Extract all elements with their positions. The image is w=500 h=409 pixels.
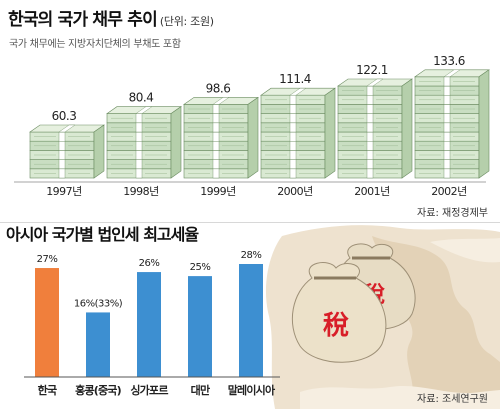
tax-char-front: 稅 [323,311,349,341]
debt-chart-subtitle: 국가 채무에는 지방자치단체의 부채도 포함 [9,39,181,50]
tax-country-label: 대만 [191,383,210,397]
tax-value-label: 26% [139,258,160,269]
debt-year-label: 2002년 [431,185,467,198]
debt-stack-3 [260,87,336,179]
debt-chart-unit: (단위: 조원) [159,15,214,28]
debt-value-label: 111.4 [279,72,311,86]
map-sea-south [300,385,500,409]
debt-year-label: 2001년 [354,185,390,198]
debt-year-label: 1999년 [200,185,236,198]
debt-value-label: 133.6 [433,54,465,68]
debt-stack-5 [414,69,490,179]
tax-country-label: 한국 [38,383,57,397]
section-divider [0,222,500,223]
tax-bar-1 [86,312,110,377]
tax-chart-source: 자료: 조세연구원 [417,394,488,405]
tax-value-label: 25% [190,262,211,273]
tax-chart-title: 아시아 국가별 법인세 최고세율 [6,225,199,244]
debt-stack-2 [183,96,259,179]
debt-stack-1 [106,106,182,179]
debt-year-label: 2000년 [277,185,313,198]
tax-bar-0 [35,268,59,377]
debt-chart-title: 한국의 국가 채무 추이 (단위: 조원) [8,10,214,30]
debt-year-label: 1998년 [123,185,159,198]
tax-country-label: 말레이시아 [228,383,276,397]
debt-chart-source: 자료: 재정경제부 [417,208,488,219]
tax-country-label: 홍콩(중국) [75,383,122,397]
tax-chart: 27% 한국 16%(33%) 홍콩(중국) 26% 싱가포르 25% 대만 28% 말레이시아 [24,250,280,397]
asia-map-illustration: 稅 稅 [265,225,500,409]
tax-bar-3 [188,276,212,377]
tax-bar-2 [137,272,161,377]
debt-value-label: 122.1 [356,63,388,77]
debt-year-label: 1997년 [46,185,82,198]
debt-value-label: 98.6 [206,81,231,95]
debt-stack-0 [29,124,105,179]
tax-bar-4 [239,264,263,377]
map-sea [430,238,500,263]
tax-value-label: 27% [37,254,58,265]
money-bag-front: 稅 [291,262,387,363]
debt-value-label: 60.3 [52,109,77,123]
tax-value-label: 28% [241,250,262,261]
debt-stack-4 [337,78,413,179]
debt-value-label: 80.4 [129,91,154,105]
debt-chart: 60.3 1997년 80.4 1998년 98.6 1999년 111.4 2000년 122… [14,54,490,198]
tax-value-label: 16%(33%) [74,298,123,309]
tax-country-label: 싱가포르 [130,383,168,397]
